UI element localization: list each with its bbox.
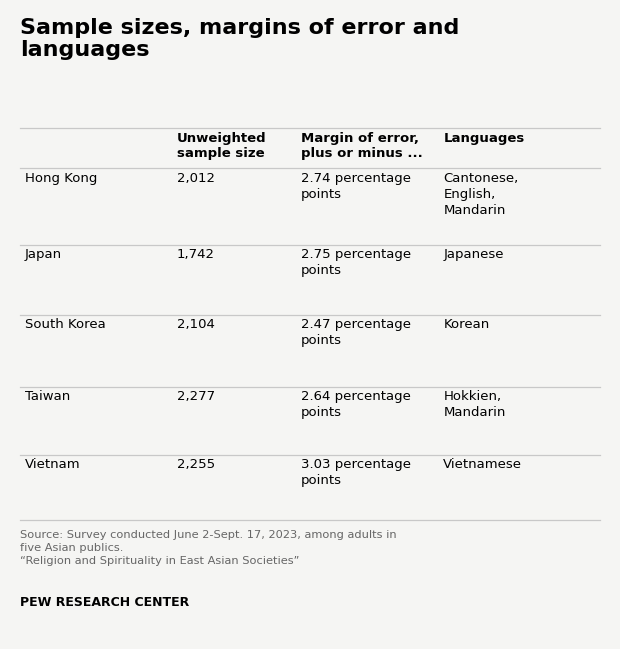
Text: 1,742: 1,742 bbox=[177, 248, 215, 261]
Text: Vietnam: Vietnam bbox=[25, 458, 81, 471]
Text: 2,277: 2,277 bbox=[177, 390, 215, 403]
Text: Unweighted
sample size: Unweighted sample size bbox=[177, 132, 267, 160]
Text: Japanese: Japanese bbox=[443, 248, 504, 261]
Text: Korean: Korean bbox=[443, 318, 490, 331]
Text: Margin of error,
plus or minus ...: Margin of error, plus or minus ... bbox=[301, 132, 422, 160]
Text: five Asian publics.: five Asian publics. bbox=[20, 543, 123, 553]
Text: 2.74 percentage
points: 2.74 percentage points bbox=[301, 172, 410, 201]
Text: 2.75 percentage
points: 2.75 percentage points bbox=[301, 248, 411, 277]
Text: PEW RESEARCH CENTER: PEW RESEARCH CENTER bbox=[20, 596, 189, 609]
Text: “Religion and Spirituality in East Asian Societies”: “Religion and Spirituality in East Asian… bbox=[20, 556, 299, 566]
Text: 2,012: 2,012 bbox=[177, 172, 215, 185]
Text: Hokkien,
Mandarin: Hokkien, Mandarin bbox=[443, 390, 506, 419]
Text: Japan: Japan bbox=[25, 248, 62, 261]
Text: Source: Survey conducted June 2-Sept. 17, 2023, among adults in: Source: Survey conducted June 2-Sept. 17… bbox=[20, 530, 397, 540]
Text: 2,104: 2,104 bbox=[177, 318, 215, 331]
Text: 2.64 percentage
points: 2.64 percentage points bbox=[301, 390, 410, 419]
Text: 2,255: 2,255 bbox=[177, 458, 215, 471]
Text: Sample sizes, margins of error and
languages: Sample sizes, margins of error and langu… bbox=[20, 18, 459, 60]
Text: Languages: Languages bbox=[443, 132, 525, 145]
Text: Vietnamese: Vietnamese bbox=[443, 458, 522, 471]
Text: Cantonese,
English,
Mandarin: Cantonese, English, Mandarin bbox=[443, 172, 518, 217]
Text: South Korea: South Korea bbox=[25, 318, 105, 331]
Text: Hong Kong: Hong Kong bbox=[25, 172, 97, 185]
Text: 3.03 percentage
points: 3.03 percentage points bbox=[301, 458, 410, 487]
Text: 2.47 percentage
points: 2.47 percentage points bbox=[301, 318, 410, 347]
Text: Taiwan: Taiwan bbox=[25, 390, 70, 403]
